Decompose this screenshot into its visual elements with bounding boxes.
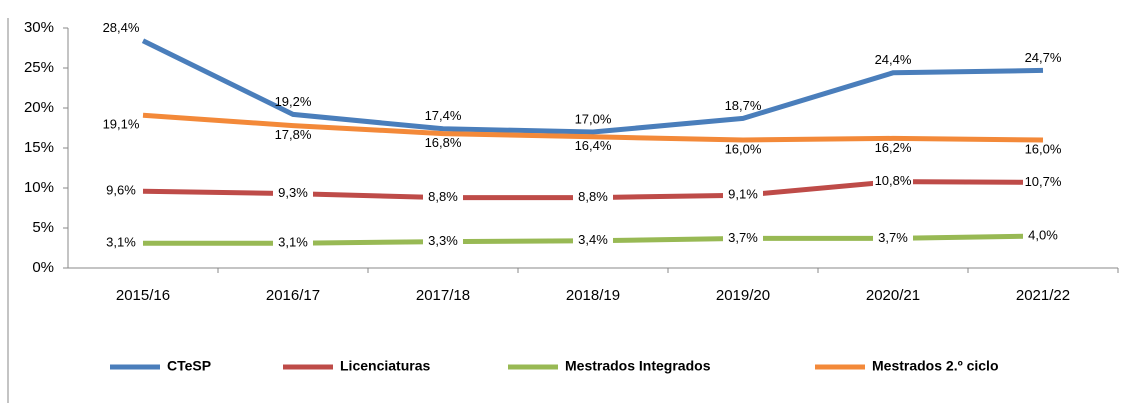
series-line bbox=[142, 112, 1044, 143]
data-label: 28,4% bbox=[103, 20, 140, 35]
data-label: 19,1% bbox=[103, 117, 140, 132]
data-label: 24,4% bbox=[875, 52, 912, 67]
x-tick-label: 2021/22 bbox=[1016, 287, 1070, 304]
x-tick-label: 2019/20 bbox=[716, 287, 770, 304]
label-bg bbox=[423, 189, 463, 206]
label-bg bbox=[1023, 174, 1063, 191]
data-label: 9,3% bbox=[278, 185, 308, 200]
legend-label: Licenciaturas bbox=[340, 358, 430, 374]
data-label: 16,2% bbox=[875, 140, 912, 155]
data-label: 9,6% bbox=[106, 183, 136, 198]
data-label: 3,4% bbox=[578, 232, 608, 247]
label-bg bbox=[573, 232, 613, 249]
data-label: 3,3% bbox=[428, 233, 458, 248]
data-label: 18,7% bbox=[725, 98, 762, 113]
y-tick-label: 25% bbox=[24, 59, 54, 76]
y-tick-label: 30% bbox=[24, 19, 54, 36]
label-bg bbox=[873, 230, 913, 247]
y-tick-label: 5% bbox=[32, 219, 54, 236]
legend-label: CTeSP bbox=[167, 358, 211, 374]
label-bg bbox=[273, 185, 313, 202]
data-label: 16,4% bbox=[575, 138, 612, 153]
label-bg bbox=[723, 187, 763, 204]
data-label: 17,0% bbox=[575, 111, 612, 126]
data-label: 9,1% bbox=[728, 187, 758, 202]
data-label: 16,8% bbox=[425, 135, 462, 150]
label-bg bbox=[723, 230, 763, 247]
y-tick-label: 0% bbox=[32, 259, 54, 276]
label-bg bbox=[1023, 228, 1063, 244]
label-bg bbox=[423, 233, 463, 250]
label-bg bbox=[101, 235, 141, 252]
legend-label: Mestrados Integrados bbox=[565, 358, 711, 374]
label-bg bbox=[101, 183, 141, 200]
data-label: 16,0% bbox=[725, 141, 762, 156]
data-label: 3,1% bbox=[106, 235, 136, 250]
label-bg bbox=[273, 235, 313, 252]
data-label: 24,7% bbox=[1025, 50, 1062, 65]
data-label: 8,8% bbox=[428, 189, 458, 204]
data-label: 17,4% bbox=[425, 108, 462, 123]
x-tick-label: 2016/17 bbox=[266, 287, 320, 304]
label-bg bbox=[573, 189, 613, 206]
data-label: 3,1% bbox=[278, 235, 308, 250]
data-label: 10,8% bbox=[875, 173, 912, 188]
x-tick-label: 2015/16 bbox=[116, 287, 170, 304]
data-label: 16,0% bbox=[1025, 141, 1062, 156]
label-bg bbox=[873, 173, 913, 190]
y-tick-label: 15% bbox=[24, 139, 54, 156]
data-label: 4,0% bbox=[1028, 227, 1058, 242]
data-label: 3,7% bbox=[728, 230, 758, 245]
data-label: 8,8% bbox=[578, 189, 608, 204]
data-label: 19,2% bbox=[275, 94, 312, 109]
y-tick-label: 20% bbox=[24, 99, 54, 116]
y-tick-label: 10% bbox=[24, 179, 54, 196]
x-tick-label: 2020/21 bbox=[866, 287, 920, 304]
series-line bbox=[141, 38, 1044, 135]
x-tick-label: 2017/18 bbox=[416, 287, 470, 304]
legend-label: Mestrados 2.º ciclo bbox=[872, 358, 999, 374]
data-label: 17,8% bbox=[275, 127, 312, 142]
data-label: 3,7% bbox=[878, 230, 908, 245]
data-label: 10,7% bbox=[1025, 174, 1062, 189]
x-tick-label: 2018/19 bbox=[566, 287, 620, 304]
